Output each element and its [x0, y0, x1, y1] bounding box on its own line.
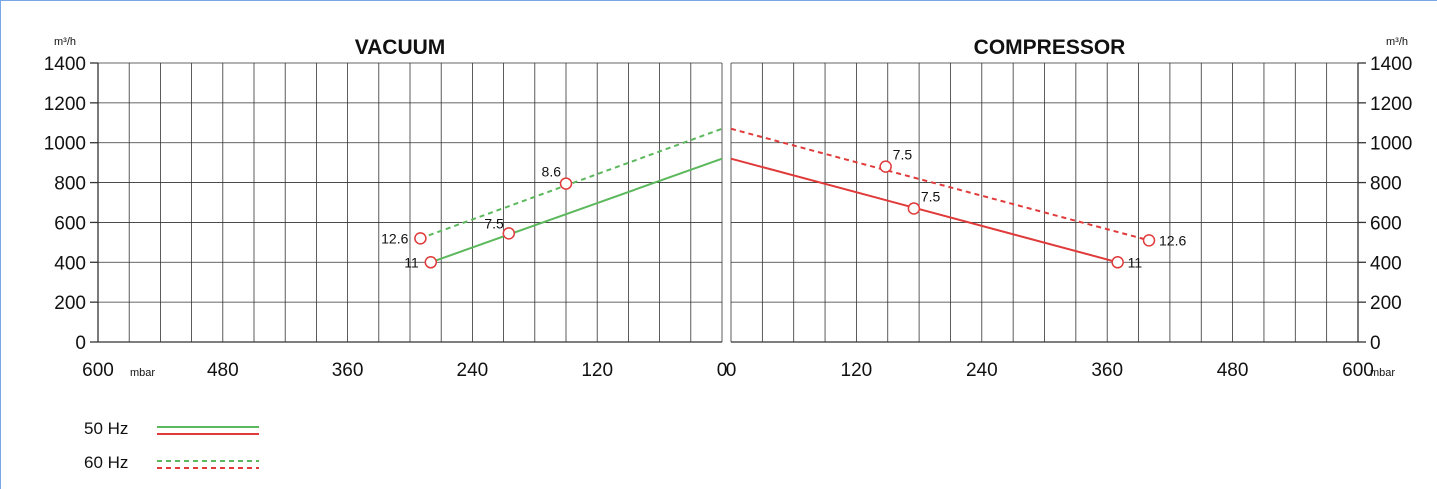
x-tick-label: 0: [726, 360, 737, 381]
x-tick-label: 480: [1217, 360, 1249, 381]
x-tick-label: 240: [966, 360, 998, 381]
y-tick-label: 400: [1370, 253, 1402, 274]
y-tick-label: 1000: [1370, 134, 1412, 155]
y-tick-label: 1200: [44, 94, 86, 115]
x-axis-unit: mbar: [1370, 367, 1395, 379]
data-point-label: 7.5: [893, 147, 913, 163]
x-tick-label: 360: [332, 360, 364, 381]
data-point: [414, 232, 427, 245]
data-point-label: 11: [1128, 254, 1143, 270]
y-tick-label: 200: [1370, 293, 1402, 314]
y-tick-label: 800: [1370, 174, 1402, 195]
panel-title: COMPRESSOR: [974, 36, 1126, 59]
data-point: [1142, 234, 1156, 247]
legend-label: 50 Hz: [84, 419, 128, 438]
data-point: [424, 256, 438, 269]
data-point: [879, 160, 892, 173]
data-point-label: 8.6: [542, 164, 562, 180]
y-tick-label: 1400: [1370, 54, 1412, 75]
series-line: [730, 127, 1150, 242]
y-tick-label: 1400: [44, 54, 86, 75]
data-point: [1111, 256, 1124, 269]
data-point: [502, 227, 516, 240]
y-tick-label: 1000: [44, 134, 86, 155]
y-tick-label: 600: [1370, 213, 1402, 234]
x-tick-label: 120: [581, 360, 613, 381]
data-point-label: 11: [404, 254, 419, 270]
y-tick-label: 200: [54, 293, 86, 314]
series-line: [730, 157, 1118, 264]
x-tick-label: 600: [1342, 360, 1374, 381]
series-line: [430, 157, 723, 264]
data-point: [559, 177, 573, 190]
data-point-label: 7.5: [921, 188, 941, 204]
data-point-label: 7.5: [484, 215, 504, 231]
x-tick-label: 240: [457, 360, 489, 381]
x-axis-unit: mbar: [130, 367, 155, 379]
x-tick-label: 120: [841, 360, 873, 381]
y-axis-unit: m³/h: [54, 36, 76, 48]
y-axis-unit: m³/h: [1386, 36, 1408, 48]
y-tick-label: 0: [1370, 333, 1381, 354]
legend-label: 60 Hz: [84, 453, 128, 472]
y-tick-label: 1200: [1370, 94, 1412, 115]
y-tick-label: 0: [75, 333, 86, 354]
y-tick-label: 400: [54, 253, 86, 274]
x-tick-label: 480: [207, 360, 239, 381]
x-tick-label: 0: [717, 360, 728, 381]
data-point: [907, 202, 921, 215]
y-tick-label: 600: [54, 213, 86, 234]
x-tick-label: 600: [82, 360, 114, 381]
data-point-label: 12.6: [381, 230, 408, 246]
panel-title: VACUUM: [355, 36, 446, 59]
y-tick-label: 800: [54, 174, 86, 195]
data-point-label: 12.6: [1159, 232, 1186, 248]
x-tick-label: 360: [1091, 360, 1123, 381]
